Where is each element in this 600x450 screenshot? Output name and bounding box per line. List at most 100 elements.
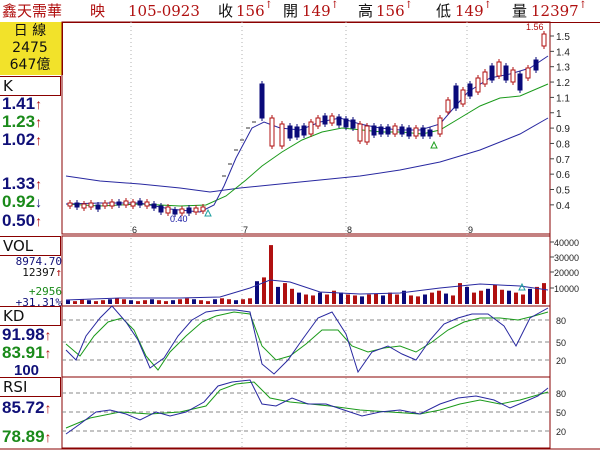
- candle-body-51: [489, 65, 495, 81]
- vol-value-1: 8974.70: [15, 255, 62, 268]
- vol-value-2: 12397↑: [22, 266, 62, 279]
- candle-body-25: [301, 125, 307, 136]
- volume-bar-65: [521, 294, 525, 304]
- candle-body-55: [517, 73, 523, 91]
- volume-bar-68: [542, 283, 546, 304]
- candle-body-28: [322, 115, 328, 125]
- volume-bar-12: [150, 299, 154, 304]
- candle-body-12: [151, 203, 157, 209]
- volume-bar-10: [136, 301, 140, 304]
- volume-bar-63: [507, 290, 511, 304]
- kd-d-line: [65, 311, 549, 371]
- candle-body-4: [95, 204, 101, 210]
- k-value-5: 0.92↓: [2, 192, 43, 211]
- candle-body-47: [460, 89, 466, 105]
- quote-date: 105-0923: [128, 2, 200, 20]
- candle-body-31: [343, 118, 349, 128]
- volume-bar-60: [486, 288, 490, 304]
- ma-long-line: [65, 117, 549, 193]
- volume-bar-40: [346, 294, 350, 304]
- candle-body-48: [467, 83, 473, 97]
- volume-bar-19: [199, 300, 203, 304]
- candle-body-26: [308, 121, 314, 135]
- volume-bar-7: [115, 298, 119, 304]
- volume-bar-15: [171, 300, 175, 304]
- vol-panel-label[interactable]: VOL: [0, 236, 61, 256]
- price-tick-label-6: 0.9: [556, 124, 570, 135]
- candle-body-3: [88, 202, 94, 208]
- candle-body-2: [81, 203, 87, 209]
- price-tick-label-5: 1: [556, 109, 562, 120]
- volume-bar-26: [248, 298, 252, 304]
- candle-body-56: [525, 67, 531, 79]
- price-tick-label-9: 0.6: [556, 170, 570, 181]
- kd-panel-label[interactable]: KD: [0, 306, 61, 326]
- candle-body-52: [496, 61, 502, 77]
- kd-k-line: [65, 305, 549, 375]
- vol-change-pct: +31.31%: [15, 296, 62, 309]
- high-label: 高: [358, 2, 374, 20]
- volume-bar-59: [479, 290, 483, 304]
- candle-body-18: [193, 207, 199, 213]
- volume-bar-33: [297, 292, 301, 304]
- candle-body-40: [406, 127, 412, 137]
- volume-bar-30: [276, 286, 280, 304]
- stock-name[interactable]: 鑫天需華: [2, 2, 63, 20]
- candle-body-0: [67, 202, 73, 207]
- volume-bar-21: [213, 299, 217, 304]
- price-tick-label-1: 1.4: [556, 47, 570, 58]
- volume-bar-8: [122, 299, 126, 304]
- chart-mode[interactable]: 映: [90, 2, 106, 20]
- period-info-box[interactable]: 日 線 2475 647億: [0, 22, 63, 75]
- candle-body-24: [294, 126, 300, 138]
- kd-extra-value: 100: [14, 362, 40, 379]
- rsi-fast-line: [65, 379, 549, 435]
- volume-bar-24: [234, 300, 238, 304]
- volume-bar-20: [206, 301, 210, 304]
- vol-change: +2956: [28, 285, 62, 298]
- candle-body-53: [503, 65, 509, 81]
- volume-bar-43: [367, 294, 371, 304]
- close-label: 收: [218, 2, 234, 20]
- volume-bar-41: [353, 295, 357, 304]
- price-low-label: 0.40: [170, 214, 188, 224]
- price-tick-label-10: 0.5: [556, 186, 570, 197]
- candle-body-44: [437, 117, 443, 135]
- candle-body-20: [259, 83, 265, 119]
- month-label-0: 6: [132, 225, 137, 235]
- rsi-slow-line: [65, 381, 549, 429]
- candle-body-34: [364, 125, 370, 143]
- candle-body-14: [165, 206, 171, 214]
- ma-mid-line: [65, 83, 549, 207]
- volume-bar-67: [535, 286, 539, 304]
- volume-bar-42: [360, 296, 364, 304]
- candle-body-6: [109, 201, 115, 207]
- volume-bar-31: [283, 283, 287, 304]
- candle-body-57: [533, 59, 539, 71]
- candle-body-43: [427, 129, 433, 137]
- volume-bar-46: [388, 292, 392, 304]
- volume-bar-45: [381, 295, 385, 304]
- volume-bar-16: [178, 299, 182, 304]
- candle-body-10: [137, 200, 143, 206]
- price-tick-label-8: 0.7: [556, 155, 570, 166]
- candle-body-8: [123, 200, 129, 206]
- volume-bar-61: [493, 285, 497, 304]
- candle-body-39: [399, 126, 405, 135]
- candle-body-50: [482, 71, 488, 85]
- volume-bar-2: [80, 299, 84, 304]
- volume-bar-4: [94, 301, 98, 304]
- candle-body-7: [116, 201, 122, 206]
- volume-bar-38: [332, 290, 336, 304]
- vol-tick-label-2: 20000: [554, 268, 579, 278]
- k-panel-label[interactable]: K: [0, 76, 61, 96]
- volume-ma-line: [65, 279, 549, 301]
- price-tick-label-7: 0.8: [556, 139, 570, 150]
- volume-bar-0: [66, 300, 70, 304]
- rsi-panel-label[interactable]: RSI: [0, 377, 61, 397]
- volume-bar-53: [437, 290, 441, 304]
- close-value: 156↑: [236, 0, 274, 21]
- vol-tick-label-3: 10000: [554, 284, 579, 294]
- candle-body-9: [130, 201, 136, 207]
